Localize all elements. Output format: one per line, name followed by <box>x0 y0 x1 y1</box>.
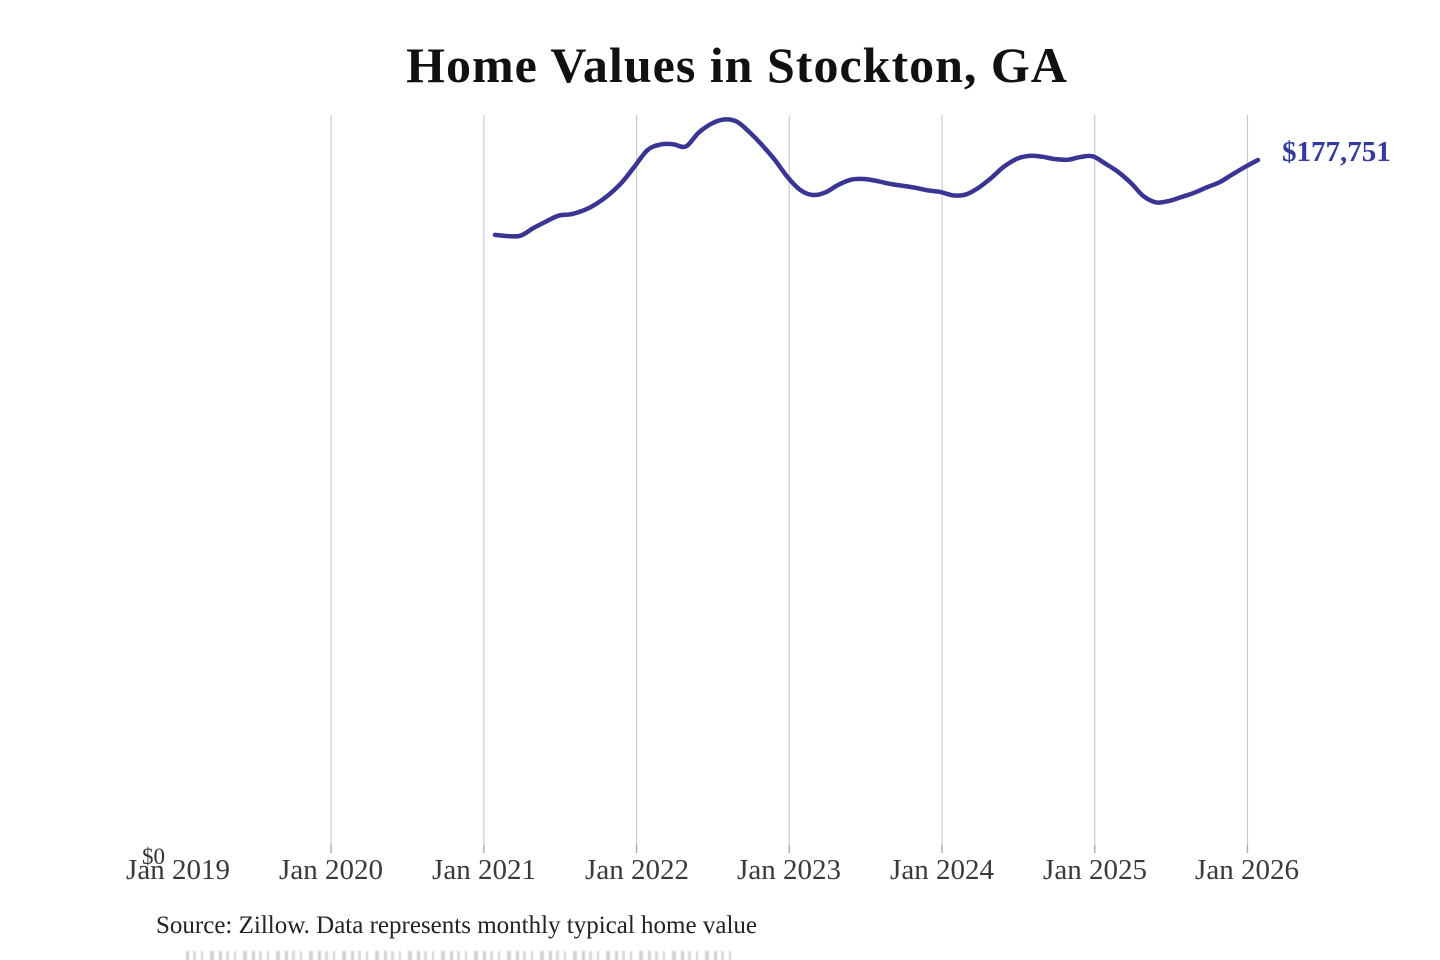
clipped-text-remnant <box>186 951 734 960</box>
x-axis-label-jan-2023: Jan 2023 <box>737 854 841 886</box>
x-axis-label-jan-2024: Jan 2024 <box>890 854 994 886</box>
y-axis-zero-label: $0 <box>142 844 165 869</box>
x-axis-label-jan-2019: Jan 2019 <box>126 854 230 886</box>
x-axis-label-jan-2026: Jan 2026 <box>1195 854 1299 886</box>
source-note: Source: Zillow. Data represents monthly … <box>156 912 757 939</box>
home-value-line <box>492 117 1261 239</box>
x-axis-label-jan-2022: Jan 2022 <box>585 854 689 886</box>
latest-value-label: $177,751 <box>1282 136 1391 168</box>
x-axis-label-jan-2025: Jan 2025 <box>1043 854 1147 886</box>
x-axis-label-jan-2021: Jan 2021 <box>432 854 536 886</box>
x-axis-label-jan-2020: Jan 2020 <box>279 854 383 886</box>
chart-title: Home Values in Stockton, GA <box>406 37 1068 93</box>
